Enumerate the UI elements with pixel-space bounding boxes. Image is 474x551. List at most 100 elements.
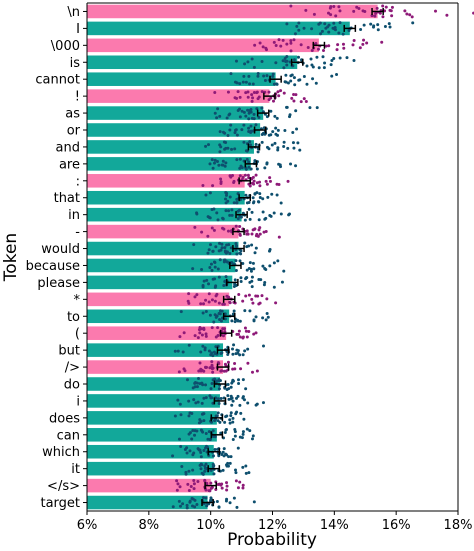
sample-point (273, 114, 277, 118)
sample-point (208, 191, 212, 195)
sample-point (238, 214, 242, 218)
sample-point (254, 173, 258, 177)
sample-point (190, 412, 194, 416)
sample-point (227, 455, 231, 459)
sample-point (238, 157, 242, 161)
sample-point (188, 500, 192, 504)
sample-point (376, 28, 380, 32)
sample-point (192, 482, 196, 486)
sample-point (274, 61, 278, 65)
sample-point (282, 66, 286, 70)
sample-point (268, 214, 272, 218)
bar (87, 360, 224, 374)
sample-point (209, 498, 213, 502)
sample-point (289, 39, 293, 43)
sample-point (250, 210, 254, 214)
sample-point (208, 489, 212, 493)
sample-point (235, 158, 239, 162)
sample-point (241, 175, 245, 179)
y-tick-label: i (76, 394, 80, 409)
sample-point (225, 260, 229, 264)
sample-point (335, 72, 339, 76)
sample-point (217, 387, 221, 391)
sample-point (236, 90, 240, 94)
y-tick-label: but (58, 344, 80, 359)
sample-point (230, 213, 234, 217)
sample-point (274, 126, 278, 130)
sample-point (204, 193, 208, 197)
sample-point (260, 59, 264, 63)
sample-point (244, 329, 248, 333)
sample-point (207, 143, 211, 147)
sample-point (239, 367, 243, 371)
sample-point (176, 398, 180, 402)
sample-point (244, 464, 248, 468)
sample-point (298, 78, 302, 82)
sample-point (317, 22, 321, 26)
sample-point (201, 344, 205, 348)
sample-point (211, 429, 215, 433)
sample-point (235, 197, 239, 201)
sample-point (302, 26, 306, 30)
sample-point (204, 432, 208, 436)
sample-point (282, 269, 286, 273)
sample-point (361, 9, 365, 13)
sample-point (248, 261, 252, 265)
sample-point (330, 59, 334, 63)
sample-point (281, 59, 285, 63)
sample-point (244, 387, 248, 391)
sample-point (378, 11, 382, 15)
sample-point (213, 111, 217, 115)
sample-point (210, 360, 214, 364)
sample-point (238, 115, 242, 119)
sample-point (263, 280, 267, 284)
sample-point (250, 370, 254, 374)
bars-group (87, 4, 378, 510)
sample-point (236, 446, 240, 450)
sample-point (229, 175, 233, 179)
sample-point (271, 74, 275, 78)
sample-point (332, 21, 336, 25)
sample-point (212, 161, 216, 165)
sample-point (227, 113, 231, 117)
sample-point (224, 428, 228, 432)
sample-point (337, 5, 341, 9)
sample-point (187, 301, 191, 305)
sample-point (247, 111, 251, 115)
sample-point (238, 435, 242, 439)
sample-point (227, 209, 231, 213)
sample-point (270, 143, 274, 147)
sample-point (231, 347, 235, 351)
sample-point (250, 93, 254, 97)
sample-point (277, 94, 281, 98)
sample-point (281, 38, 285, 42)
sample-point (264, 268, 268, 272)
sample-point (216, 326, 220, 330)
sample-point (228, 128, 232, 132)
sample-point (221, 216, 225, 220)
sample-point (251, 301, 255, 305)
sample-point (234, 244, 238, 248)
sample-point (244, 294, 248, 298)
sample-point (255, 402, 259, 406)
sample-point (187, 432, 191, 436)
sample-point (272, 261, 276, 265)
sample-point (336, 43, 340, 47)
bar (87, 309, 230, 324)
sample-point (178, 402, 182, 406)
sample-point (226, 199, 230, 203)
sample-point (244, 91, 248, 95)
sample-point (292, 38, 296, 42)
sample-point (319, 32, 323, 36)
bar (87, 72, 276, 86)
error-bars-group (201, 7, 384, 507)
sample-point (445, 13, 449, 17)
y-tick-label: does (49, 411, 80, 426)
sample-point (295, 24, 299, 28)
sample-point (204, 396, 208, 400)
sample-point (238, 353, 242, 357)
sample-point (383, 25, 387, 29)
sample-point (222, 447, 226, 451)
y-tick-label: \000 (51, 39, 80, 54)
